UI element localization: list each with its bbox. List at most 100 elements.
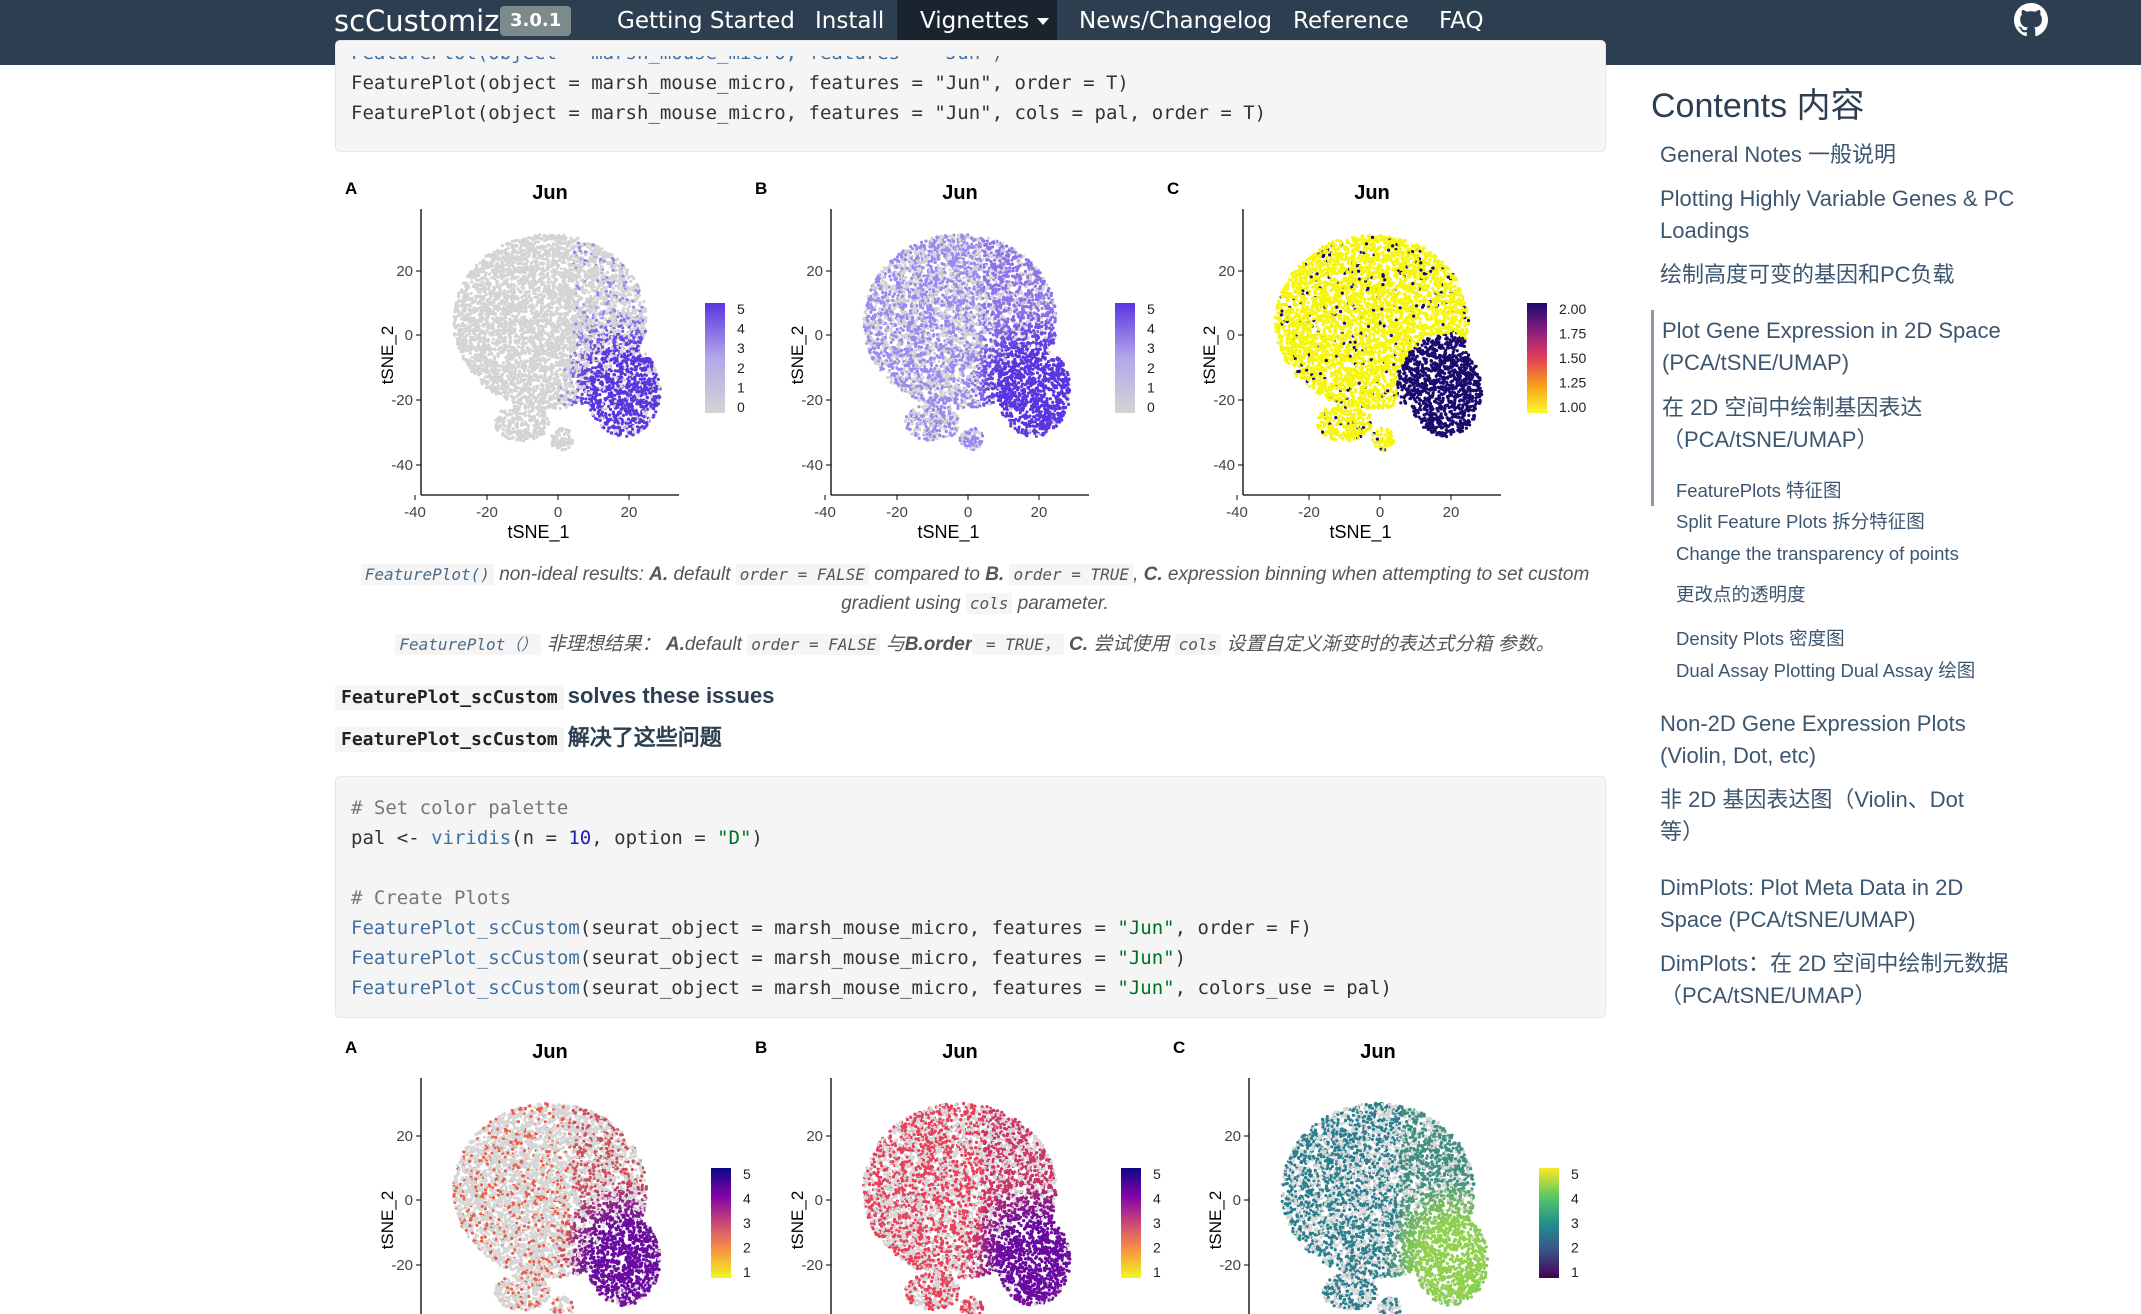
data-point xyxy=(509,282,513,286)
data-point xyxy=(587,391,591,395)
data-point xyxy=(513,371,517,375)
nav-vignettes[interactable]: Vignettes xyxy=(920,0,1050,42)
data-point xyxy=(487,331,491,335)
data-point xyxy=(560,294,564,298)
nav-faq[interactable]: FAQ xyxy=(1439,0,1484,42)
data-point xyxy=(503,433,507,437)
data-point xyxy=(518,260,522,265)
data-point xyxy=(528,417,533,421)
data-point xyxy=(593,343,597,347)
data-point xyxy=(483,335,487,339)
data-point xyxy=(560,267,564,271)
data-point xyxy=(541,430,545,434)
data-point xyxy=(511,273,515,277)
data-point xyxy=(555,311,559,316)
data-point xyxy=(581,264,585,268)
brand-link[interactable]: scCustomize xyxy=(334,0,517,42)
data-point xyxy=(497,305,501,309)
data-point xyxy=(653,368,657,372)
data-point xyxy=(612,338,616,342)
data-point xyxy=(606,375,610,379)
data-point xyxy=(545,400,549,404)
data-point xyxy=(627,287,631,292)
data-point xyxy=(570,438,575,442)
data-point xyxy=(497,251,501,255)
data-point xyxy=(552,248,556,253)
data-point xyxy=(539,237,543,241)
data-point xyxy=(493,368,497,372)
data-point xyxy=(511,345,515,349)
data-point xyxy=(615,381,619,385)
data-point xyxy=(498,301,502,305)
data-point xyxy=(492,256,496,260)
data-point xyxy=(532,437,536,441)
data-point xyxy=(577,373,581,377)
data-point xyxy=(518,257,522,261)
data-point xyxy=(564,387,568,391)
nav-reference[interactable]: Reference xyxy=(1293,0,1409,42)
data-point xyxy=(483,263,487,268)
data-point xyxy=(517,289,521,293)
data-point xyxy=(565,402,569,406)
data-point xyxy=(501,361,505,365)
panel-letter: A xyxy=(345,179,357,198)
data-point xyxy=(583,291,587,295)
data-point xyxy=(511,321,515,325)
data-point xyxy=(594,347,598,352)
data-point xyxy=(656,377,660,381)
data-point xyxy=(596,279,600,283)
data-point xyxy=(621,308,625,312)
data-point xyxy=(479,362,483,366)
data-point xyxy=(488,362,492,366)
data-point xyxy=(544,405,548,409)
data-point xyxy=(570,383,574,387)
data-point xyxy=(537,298,541,302)
data-point xyxy=(525,251,530,255)
data-point xyxy=(481,367,485,371)
data-point xyxy=(598,393,602,397)
data-point xyxy=(609,346,613,351)
data-point xyxy=(632,412,636,416)
data-point xyxy=(506,349,510,353)
data-point xyxy=(633,293,637,298)
data-point xyxy=(495,280,500,284)
data-point xyxy=(469,316,473,321)
data-point xyxy=(574,268,579,272)
data-point xyxy=(641,410,645,414)
data-point xyxy=(535,245,539,249)
nav-news-changelog[interactable]: News/Changelog xyxy=(1079,0,1272,42)
data-point xyxy=(625,349,629,354)
data-point xyxy=(588,354,592,359)
data-point xyxy=(570,293,574,297)
data-point xyxy=(507,261,511,265)
data-point xyxy=(635,330,639,334)
data-point xyxy=(457,295,461,299)
data-point xyxy=(525,385,529,389)
data-point xyxy=(578,341,582,345)
data-point xyxy=(603,279,607,283)
data-point xyxy=(510,314,515,318)
data-point xyxy=(522,317,526,321)
nav-getting-started[interactable]: Getting Started xyxy=(617,0,795,42)
data-point xyxy=(538,429,542,433)
github-icon[interactable] xyxy=(2014,3,2048,37)
data-point xyxy=(505,344,509,348)
data-point xyxy=(572,339,576,343)
data-point xyxy=(510,378,514,382)
data-point xyxy=(512,266,516,270)
data-point xyxy=(613,275,617,279)
data-point xyxy=(501,380,505,384)
data-point xyxy=(620,375,624,379)
data-point xyxy=(565,253,569,257)
data-point xyxy=(532,388,536,392)
data-point xyxy=(500,383,504,387)
nav-install[interactable]: Install xyxy=(815,0,884,42)
data-point xyxy=(632,424,636,428)
data-point xyxy=(606,417,610,421)
data-point xyxy=(632,355,636,359)
data-point xyxy=(550,306,554,310)
data-point xyxy=(493,277,497,281)
data-point xyxy=(576,280,580,285)
data-point xyxy=(516,279,520,283)
data-point xyxy=(604,413,608,417)
